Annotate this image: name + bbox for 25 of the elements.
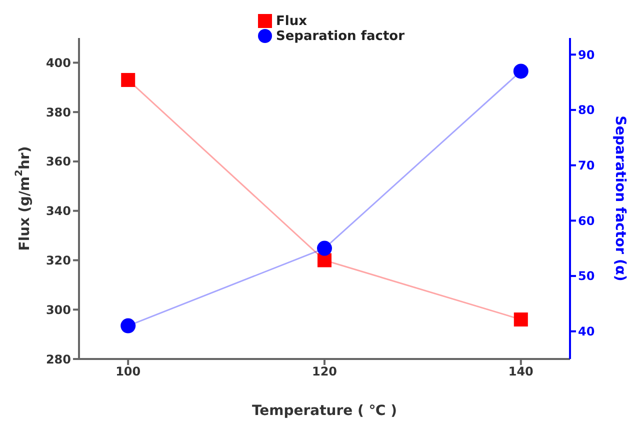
- y2-tick-label: 70: [578, 158, 595, 173]
- x-tick-label: 100: [116, 364, 141, 379]
- x-tick-label: 140: [508, 364, 534, 379]
- y2-tick-label: 90: [578, 48, 595, 62]
- y2-tick-label: 80: [578, 103, 595, 118]
- point: [121, 72, 136, 87]
- y2-tick-label: 40: [578, 324, 595, 339]
- y-tick-label: 320: [46, 253, 71, 268]
- point: [513, 64, 528, 79]
- y-tick-label: 400: [46, 56, 71, 70]
- y-tick-label: 300: [46, 302, 71, 317]
- y2-tick-label: 60: [578, 214, 595, 228]
- point: [317, 240, 332, 256]
- y2-tick-label: 50: [578, 269, 595, 284]
- legend-label: Flux: [276, 14, 307, 29]
- y-tick-label: 380: [46, 105, 71, 120]
- point: [514, 312, 528, 326]
- y-tick-label: 360: [46, 154, 71, 169]
- x-axis-title: Temperature ( ℃ ): [252, 403, 398, 419]
- legend-label: Separation factor: [276, 29, 405, 44]
- point: [120, 318, 136, 334]
- x-tick-label: 120: [312, 364, 338, 379]
- y2-axis-title: Separation factor (α): [612, 116, 628, 282]
- y-tick-label: 280: [46, 352, 71, 366]
- y-tick-label: 340: [46, 204, 71, 218]
